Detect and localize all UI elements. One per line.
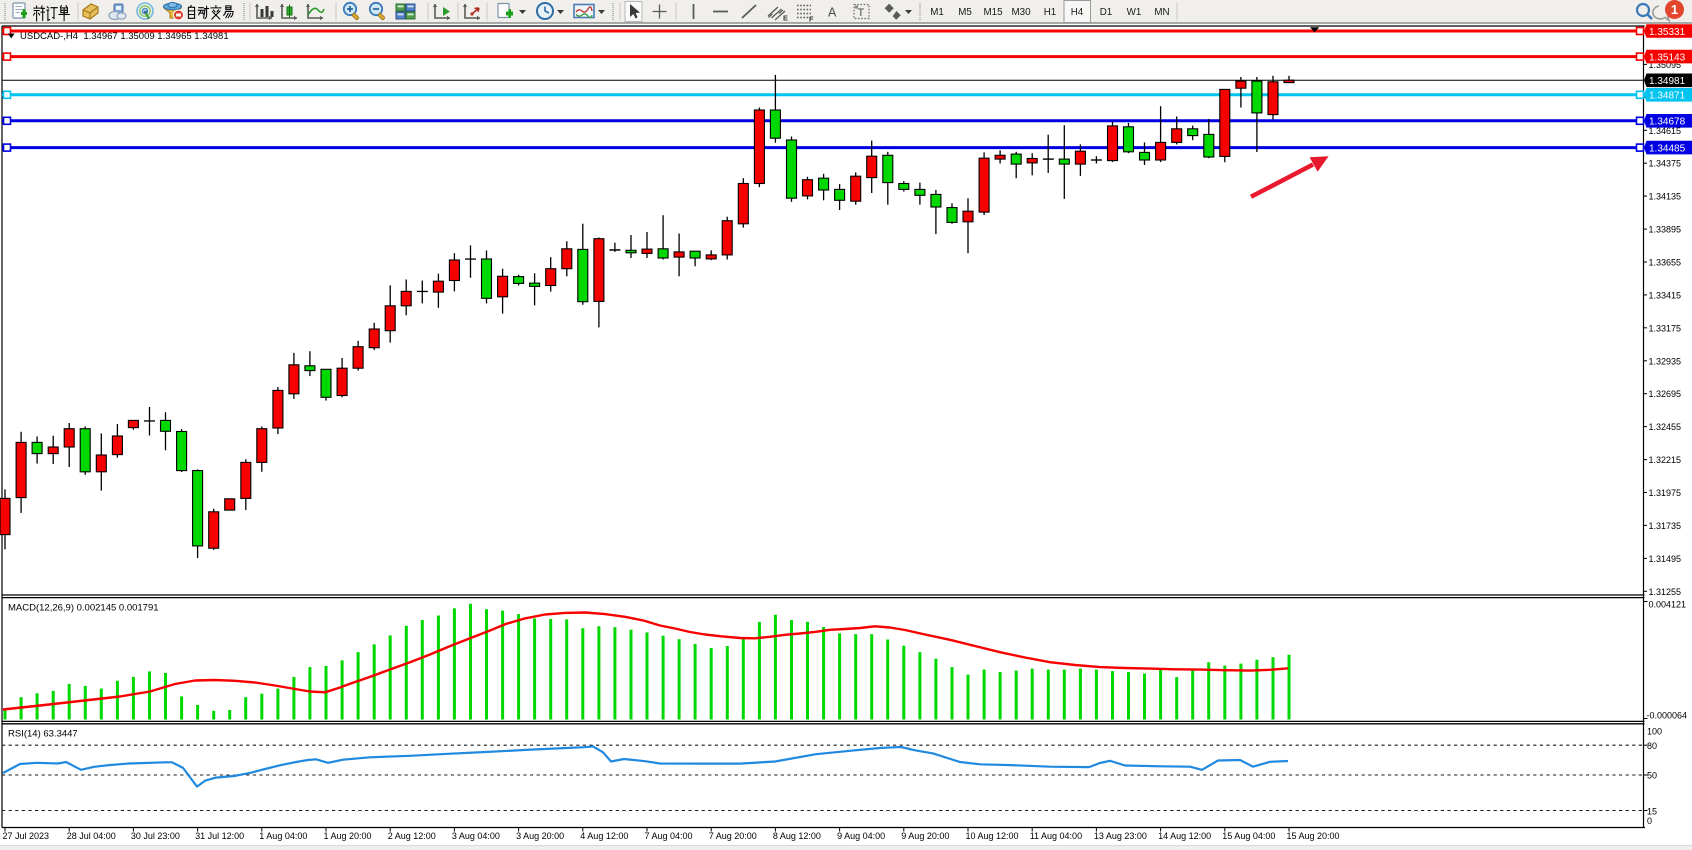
svg-text:1 Aug 04:00: 1 Aug 04:00 — [259, 831, 307, 841]
svg-text:0: 0 — [1647, 816, 1652, 826]
svg-text:8 Aug 12:00: 8 Aug 12:00 — [773, 831, 821, 841]
svg-text:1.35095: 1.35095 — [1649, 60, 1682, 70]
svg-text:31 Jul 12:00: 31 Jul 12:00 — [195, 831, 244, 841]
svg-text:RSI(14) 63.3447: RSI(14) 63.3447 — [8, 729, 78, 740]
svg-text:E: E — [783, 14, 788, 23]
svg-text:30 Jul 23:00: 30 Jul 23:00 — [131, 831, 180, 841]
svg-text:A: A — [828, 6, 837, 20]
svg-text:1.34981: 1.34981 — [1649, 76, 1686, 87]
svg-text:1.32935: 1.32935 — [1649, 356, 1682, 366]
svg-text:1: 1 — [1671, 2, 1678, 17]
svg-text:1.33175: 1.33175 — [1649, 323, 1682, 333]
svg-text:15: 15 — [1647, 807, 1657, 817]
svg-text:1.31975: 1.31975 — [1649, 488, 1682, 498]
svg-text:15 Aug 20:00: 15 Aug 20:00 — [1287, 831, 1340, 841]
svg-text:H1: H1 — [1044, 7, 1057, 18]
svg-text:MACD(12,26,9) 0.002145 0.00179: MACD(12,26,9) 0.002145 0.001791 — [8, 603, 159, 614]
svg-text:4 Aug 12:00: 4 Aug 12:00 — [580, 831, 628, 841]
svg-text:2 Aug 12:00: 2 Aug 12:00 — [388, 831, 436, 841]
svg-text:1.35331: 1.35331 — [1649, 27, 1686, 38]
svg-text:1.35143: 1.35143 — [1649, 52, 1686, 63]
svg-text:1.32215: 1.32215 — [1649, 455, 1682, 465]
svg-text:M15: M15 — [983, 7, 1003, 18]
svg-text:T: T — [858, 7, 865, 19]
svg-text:1.32695: 1.32695 — [1649, 389, 1682, 399]
svg-text:F: F — [809, 15, 814, 24]
svg-text:3 Aug 04:00: 3 Aug 04:00 — [452, 831, 500, 841]
svg-text:7 Aug 04:00: 7 Aug 04:00 — [645, 831, 693, 841]
svg-text:1.33415: 1.33415 — [1649, 290, 1682, 300]
svg-text:M5: M5 — [958, 7, 972, 18]
svg-text:10 Aug 12:00: 10 Aug 12:00 — [966, 831, 1019, 841]
svg-text:27 Jul 2023: 27 Jul 2023 — [3, 831, 50, 841]
svg-text:28 Jul 04:00: 28 Jul 04:00 — [67, 831, 116, 841]
svg-text:50: 50 — [1647, 771, 1657, 781]
svg-text:7 Aug 20:00: 7 Aug 20:00 — [709, 831, 757, 841]
svg-text:USDCAD-,H4 1.34967 1.35009 1.: USDCAD-,H4 1.34967 1.35009 1.34965 1.349… — [20, 31, 229, 42]
svg-text:D1: D1 — [1100, 7, 1113, 18]
svg-text:1.31495: 1.31495 — [1649, 554, 1682, 564]
svg-text:13 Aug 23:00: 13 Aug 23:00 — [1094, 831, 1147, 841]
svg-text:M30: M30 — [1011, 7, 1031, 18]
svg-text:9 Aug 20:00: 9 Aug 20:00 — [901, 831, 949, 841]
svg-text:H4: H4 — [1071, 7, 1084, 18]
svg-text:1.34375: 1.34375 — [1649, 159, 1682, 169]
svg-text:14 Aug 12:00: 14 Aug 12:00 — [1158, 831, 1211, 841]
svg-text:1.33655: 1.33655 — [1649, 258, 1682, 268]
svg-text:W1: W1 — [1127, 7, 1142, 18]
svg-text:1.34135: 1.34135 — [1649, 192, 1682, 202]
svg-text:80: 80 — [1647, 741, 1657, 751]
svg-text:MN: MN — [1154, 7, 1169, 18]
svg-text:11 Aug 04:00: 11 Aug 04:00 — [1030, 831, 1082, 841]
svg-text:1.32455: 1.32455 — [1649, 422, 1682, 432]
svg-text:-0.000064: -0.000064 — [1647, 711, 1688, 721]
svg-text:15 Aug 04:00: 15 Aug 04:00 — [1222, 831, 1275, 841]
svg-text:1.31255: 1.31255 — [1649, 587, 1682, 597]
svg-text:1.34615: 1.34615 — [1649, 126, 1682, 136]
svg-text:M1: M1 — [930, 7, 944, 18]
svg-text:0.004121: 0.004121 — [1649, 600, 1687, 610]
svg-text:1 Aug 20:00: 1 Aug 20:00 — [324, 831, 372, 841]
svg-text:1.33895: 1.33895 — [1649, 225, 1682, 235]
svg-text:9 Aug 04:00: 9 Aug 04:00 — [837, 831, 885, 841]
svg-text:1.31735: 1.31735 — [1649, 521, 1682, 531]
svg-text:1.34485: 1.34485 — [1649, 143, 1686, 154]
svg-text:3 Aug 20:00: 3 Aug 20:00 — [516, 831, 564, 841]
svg-text:1.34678: 1.34678 — [1649, 117, 1686, 128]
svg-text:1.34871: 1.34871 — [1649, 91, 1686, 102]
svg-text:100: 100 — [1647, 727, 1662, 737]
